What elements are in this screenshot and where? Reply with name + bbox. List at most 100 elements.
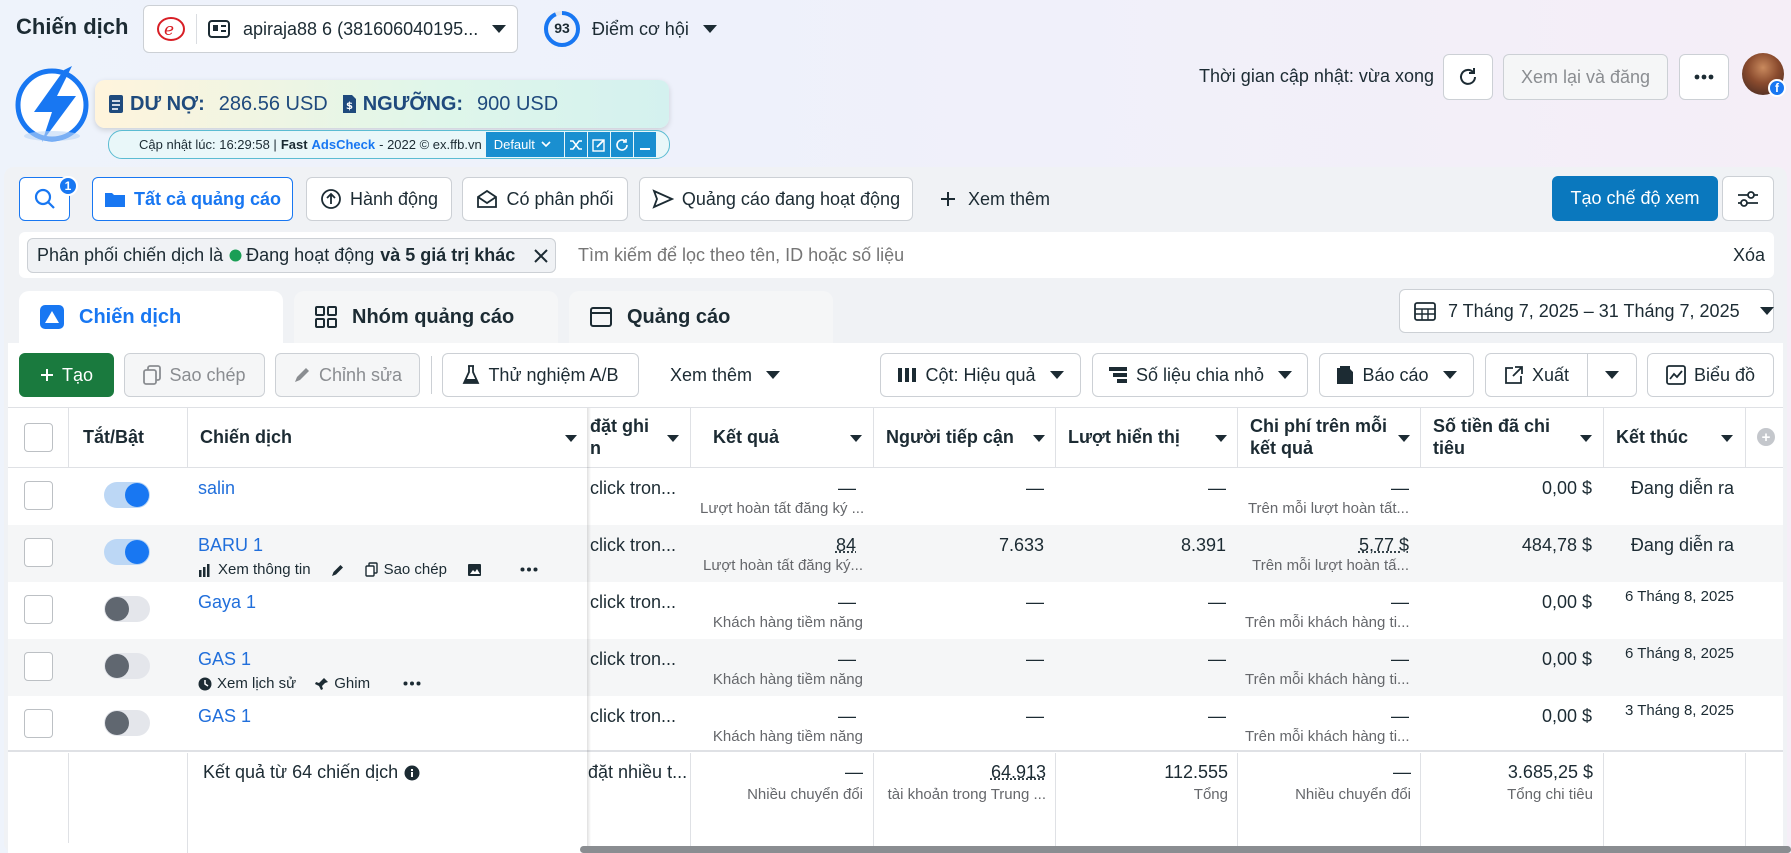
edit-widget-button[interactable] <box>587 132 610 157</box>
more-icon[interactable] <box>403 681 421 686</box>
opportunity-score[interactable]: 93 Điểm cơ hội <box>543 10 717 48</box>
view-settings-button[interactable] <box>1722 176 1774 221</box>
row-checkbox[interactable] <box>24 709 53 738</box>
threshold-label: NGƯỠNG: <box>362 92 464 115</box>
column-header-toggle: Tắt/Bật <box>83 427 145 448</box>
view-history-link[interactable]: Xem lịch sử <box>217 675 297 692</box>
refresh-button[interactable] <box>1443 54 1493 100</box>
column-header-campaign[interactable]: Chiến dịch <box>200 408 585 468</box>
minimize-widget-button[interactable] <box>633 132 656 157</box>
actions-filter[interactable]: Hành động <box>306 177 452 221</box>
edit-button[interactable]: Chỉnh sửa <box>275 353 420 397</box>
toolbar-more-button[interactable]: Xem thêm <box>670 353 781 397</box>
ab-test-button[interactable]: Thử nghiệm A/B <box>442 353 639 397</box>
columns-button[interactable]: Cột: Hiệu quả <box>880 353 1081 397</box>
campaign-name-link[interactable]: Gaya 1 <box>198 592 257 612</box>
campaign-name-link[interactable]: salin <box>198 478 236 498</box>
row-reach: — <box>1026 592 1044 612</box>
export-dropdown-button[interactable] <box>1587 353 1637 397</box>
row-results: — <box>838 649 856 669</box>
summary-attribution: đặt nhiều t... <box>588 762 688 782</box>
more-options-button[interactable] <box>1679 54 1729 100</box>
tab-ads[interactable]: Quảng cáo <box>569 291 833 343</box>
table-row[interactable] <box>8 525 1783 582</box>
row-results-sub: Lượt hoàn tất đăng ký ... <box>700 500 863 517</box>
more-icon[interactable] <box>520 567 538 572</box>
table-row[interactable] <box>8 696 1783 753</box>
pin-link[interactable]: Ghim <box>334 675 371 692</box>
reports-button[interactable]: Báo cáo <box>1319 353 1474 397</box>
row-checkbox[interactable] <box>24 595 53 624</box>
debt-value: 286.56 USD <box>218 92 328 115</box>
see-more-filters[interactable]: Xem thêm <box>940 177 1050 221</box>
active-ads-filter[interactable]: Quảng cáo đang hoạt động <box>639 177 913 221</box>
row-checkbox[interactable] <box>24 538 53 567</box>
chevron-down-icon <box>766 370 781 380</box>
close-icon[interactable] <box>533 248 549 264</box>
tab-campaigns[interactable]: Chiến dịch <box>19 291 283 343</box>
row-attribution: click tron... <box>590 535 677 555</box>
row-attribution: click tron... <box>590 706 677 726</box>
create-button[interactable]: Tạo <box>19 353 114 397</box>
campaign-toggle[interactable] <box>104 653 150 679</box>
campaign-toggle[interactable] <box>104 596 150 622</box>
column-header-cost-per-result[interactable]: Chi phí trên mỗi kết quả <box>1250 408 1410 468</box>
calendar-icon <box>1414 301 1436 321</box>
account-selector[interactable]: e apiraja88 6 (381606040195... <box>143 5 518 53</box>
clear-filters-link[interactable]: Xóa <box>1733 245 1766 265</box>
info-icon[interactable] <box>404 765 420 781</box>
duplicate-button[interactable]: Sao chép <box>124 353 265 397</box>
all-ads-filter[interactable]: Tất cả quảng cáo <box>92 177 293 221</box>
column-header-attribution[interactable]: đặt ghi n <box>590 408 685 468</box>
table-row[interactable] <box>8 639 1783 696</box>
campaign-name-link[interactable]: GAS 1 <box>198 649 252 669</box>
campaign-toggle[interactable] <box>104 710 150 736</box>
summary-label-text: Kết quả từ 64 chiến dịch <box>203 762 399 782</box>
summary-reach-sub: tài khoản trong Trung ... <box>887 786 1046 803</box>
table-row[interactable] <box>8 582 1783 639</box>
row-cost-per-result-sub: Trên mỗi khách hàng ti... <box>1245 671 1409 688</box>
search-button[interactable]: 1 <box>19 176 78 221</box>
export-button[interactable]: Xuất <box>1485 353 1588 397</box>
pencil-icon[interactable] <box>331 563 345 577</box>
sort-arrow-icon <box>1033 435 1045 442</box>
shuffle-button[interactable] <box>564 132 587 157</box>
image-icon[interactable] <box>467 563 482 577</box>
charts-button[interactable]: Biểu đồ <box>1647 353 1774 397</box>
column-header-results[interactable]: Kết quả <box>713 408 863 468</box>
preset-select[interactable]: Default <box>485 132 564 157</box>
campaign-name-link[interactable]: GAS 1 <box>198 706 252 726</box>
horizontal-scrollbar[interactable] <box>580 846 1791 853</box>
column-header-impressions[interactable]: Lượt hiển thị <box>1068 408 1218 468</box>
tab-adsets[interactable]: Nhóm quảng cáo <box>294 291 558 343</box>
campaign-toggle[interactable] <box>104 539 150 565</box>
add-column-icon[interactable]: + <box>1757 428 1775 446</box>
brand-logo-icon: e <box>156 14 186 44</box>
has-delivery-filter[interactable]: Có phân phối <box>462 177 628 221</box>
select-all-checkbox[interactable] <box>24 423 53 452</box>
row-checkbox[interactable] <box>24 652 53 681</box>
review-publish-button[interactable]: Xem lại và đăng <box>1503 54 1668 100</box>
column-header-reach[interactable]: Người tiếp cận <box>886 408 1036 468</box>
breakdown-icon <box>1108 366 1128 384</box>
flask-icon <box>462 365 480 385</box>
toolbar-more-label: Xem thêm <box>670 364 753 385</box>
column-header-ends[interactable]: Kết thúc <box>1616 408 1736 468</box>
filter-chip[interactable]: Phân phối chiến dịch là Đang hoạt động v… <box>27 238 556 273</box>
date-range-picker[interactable]: 7 Tháng 7, 2025 – 31 Tháng 7, 2025 <box>1399 289 1774 333</box>
folder-icon <box>104 190 126 208</box>
campaign-toggle[interactable] <box>104 482 150 508</box>
duplicate-link[interactable]: Sao chép <box>383 561 447 578</box>
avatar[interactable]: f <box>1742 53 1786 97</box>
create-view-button[interactable]: Tạo chế độ xem <box>1552 176 1718 221</box>
view-insights-link[interactable]: Xem thông tin <box>218 561 311 578</box>
column-header-amount-spent[interactable]: Số tiền đã chi tiêu <box>1433 408 1593 468</box>
breakdown-button[interactable]: Số liệu chia nhỏ <box>1092 353 1308 397</box>
reload-widget-button[interactable] <box>610 132 633 157</box>
table-row[interactable] <box>8 468 1783 525</box>
row-checkbox[interactable] <box>24 481 53 510</box>
campaign-name-link[interactable]: BARU 1 <box>198 535 264 555</box>
filter-chip-suffix: và 5 giá trị khác <box>380 245 516 265</box>
filter-search-input[interactable] <box>570 238 1570 273</box>
tab-campaigns-label: Chiến dịch <box>79 305 182 328</box>
